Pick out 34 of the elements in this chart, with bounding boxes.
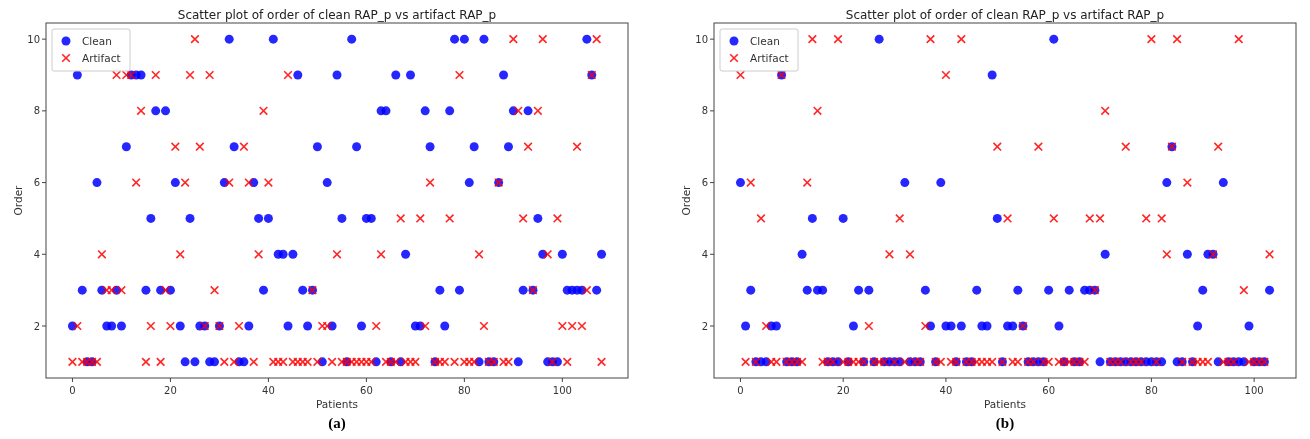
chart-title: Scatter plot of order of clean RAP_p vs artifact RAP_p — [845, 8, 1165, 22]
x-tick-label: 80 — [1145, 385, 1158, 396]
legend-label: Clean — [82, 35, 112, 47]
x-tick-label: 80 — [458, 385, 471, 396]
x-tick-label: 20 — [164, 385, 177, 396]
y-tick-label: 6 — [701, 177, 708, 189]
y-tick-label: 2 — [33, 320, 40, 332]
x-tick-label: 20 — [836, 385, 850, 396]
y-tick-label: 4 — [701, 248, 708, 260]
y-tick-label: 4 — [33, 248, 40, 260]
chart-title: Scatter plot of order of clean RAP_p vs artifact RAP_p — [177, 8, 497, 22]
legend-label: Artifact — [82, 52, 121, 64]
y-axis-title: Order — [680, 184, 692, 216]
x-axis-title: Patients — [983, 398, 1027, 410]
y-tick-label: 6 — [33, 177, 40, 189]
y-tick-label: 10 — [695, 33, 708, 45]
legend-label: Artifact — [750, 52, 789, 64]
x-tick-label: 60 — [1042, 385, 1056, 396]
y-tick-label: 8 — [701, 105, 708, 117]
x-axis-title: Patients — [315, 398, 359, 410]
y-tick-label: 10 — [27, 33, 40, 45]
x-tick-label: 40 — [262, 385, 275, 396]
y-tick-label: 8 — [33, 105, 40, 117]
x-tick-label: 60 — [360, 385, 373, 396]
text: (b) — [995, 415, 1015, 432]
text: (a) — [328, 415, 346, 432]
x-tick-label: 100 — [1244, 385, 1264, 396]
x-tick-label: 100 — [552, 385, 572, 396]
x-tick-label: 0 — [737, 385, 744, 396]
x-tick-label: 40 — [939, 385, 953, 396]
y-axis-title: Order — [12, 184, 24, 216]
legend-label: Clean — [750, 35, 780, 47]
y-tick-label: 2 — [701, 320, 708, 332]
x-tick-label: 0 — [69, 385, 76, 396]
